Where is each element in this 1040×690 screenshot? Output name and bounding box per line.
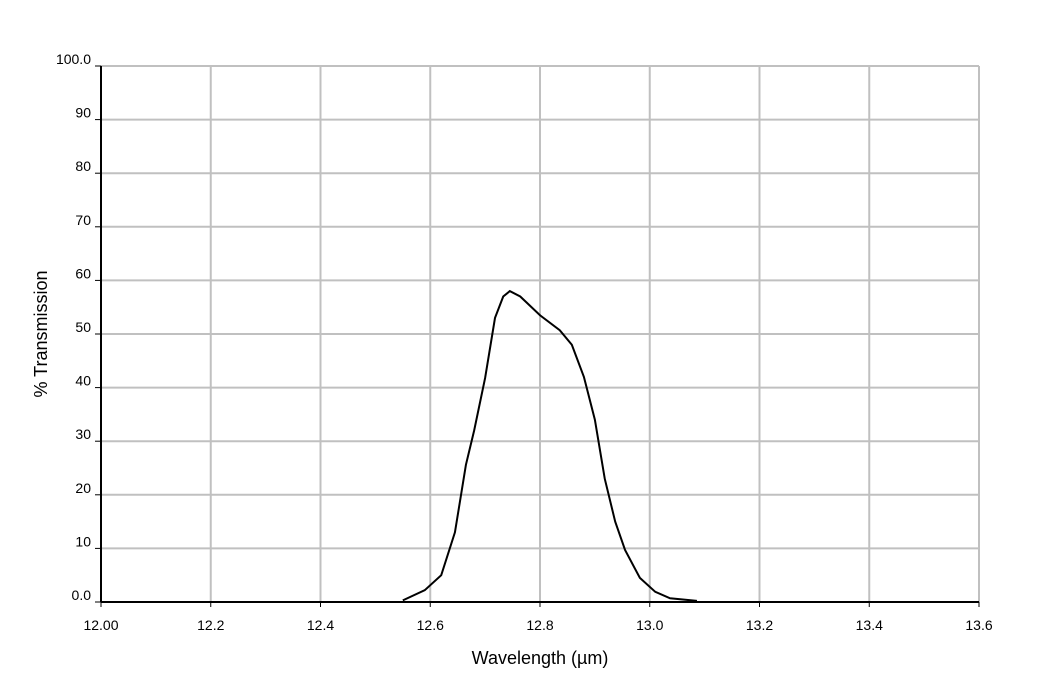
- y-tick-label: 80: [75, 158, 91, 174]
- y-tick-label: 50: [75, 319, 91, 335]
- y-tick-label: 60: [75, 265, 91, 281]
- y-tick-label: 100.0: [56, 51, 91, 67]
- y-tick-label: 20: [75, 480, 91, 496]
- data-line: [402, 289, 698, 602]
- x-tick-label: 13.2: [746, 617, 773, 633]
- y-axis-label: % Transmission: [31, 270, 51, 397]
- x-tick-label: 12.00: [83, 617, 118, 633]
- x-tick-label: 12.6: [417, 617, 444, 633]
- y-tick-label: 0.0: [72, 587, 92, 603]
- x-tick-label: 12.4: [307, 617, 334, 633]
- x-tick-label: 12.2: [197, 617, 224, 633]
- y-tick-label: 40: [75, 373, 91, 389]
- x-tick-label: 13.0: [636, 617, 663, 633]
- y-tick-label: 70: [75, 212, 91, 228]
- y-tick-label: 10: [75, 533, 91, 549]
- y-tick-label: 90: [75, 105, 91, 121]
- x-axis-label: Wavelength (µm): [472, 648, 609, 668]
- y-tick-label: 30: [75, 426, 91, 442]
- x-tick-label: 13.4: [856, 617, 883, 633]
- x-tick-label: 12.8: [526, 617, 553, 633]
- x-tick-label: 13.6: [965, 617, 992, 633]
